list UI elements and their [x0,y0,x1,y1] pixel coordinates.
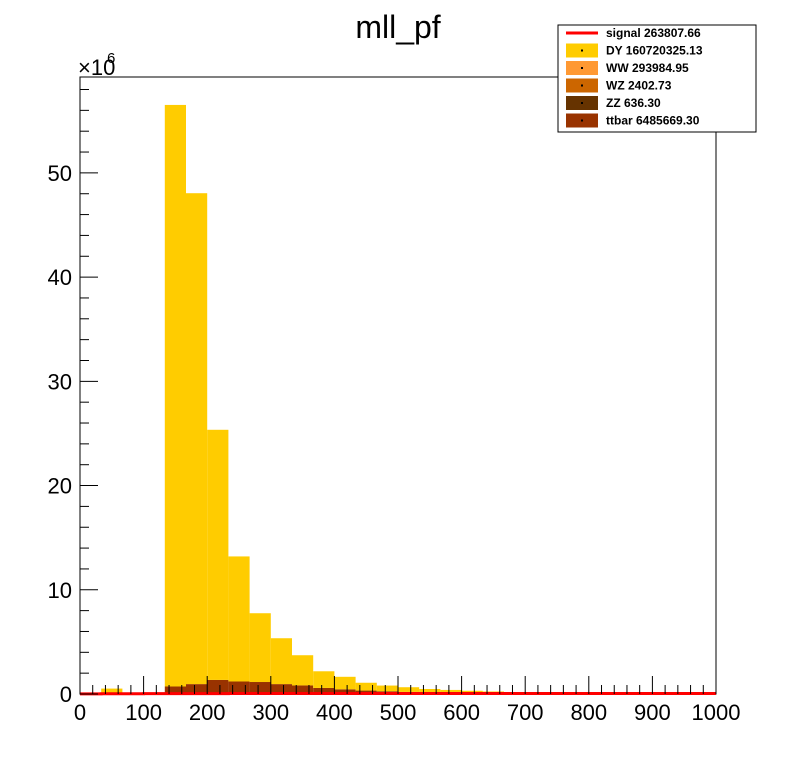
bar-dy-18 [461,690,483,694]
legend-marker-dot [581,84,583,87]
bar-ttbar-12 [334,689,356,694]
bar-ttbar-11 [313,687,335,694]
y-axis: 0 10 20 30 40 50 [48,89,98,707]
legend-marker-dot [581,67,583,69]
bar-ttbar-10 [291,685,314,694]
x-tick-label: 500 [380,700,417,725]
bar-dy-7 [228,556,250,682]
y-tick-label: 0 [60,682,72,707]
legend-label: ZZ 636.30 [606,96,661,110]
legend-marker-dot [581,119,583,122]
legend-label: ttbar 6485669.30 [606,114,700,128]
bar-dy-12 [334,676,356,690]
x-tick-label: 100 [125,700,162,725]
legend-entries: signal 263807.66 DY 160720325.13 WW 293984… [566,26,703,128]
legend-label: WZ 2402.73 [606,79,672,93]
legend-label: signal 263807.66 [606,26,701,40]
y-tick-label: 10 [48,578,72,603]
bar-ttbar-9 [270,684,292,694]
y-tick-label: 30 [48,369,72,394]
legend-label: WW 293984.95 [606,61,689,75]
x-tick-label: 900 [634,700,671,725]
bar-dy-8 [249,613,271,683]
bar-dy-1 [101,688,123,694]
y-tick-label: 40 [48,265,72,290]
bar-ttbar-5 [185,684,208,694]
bar-dy-6 [207,429,229,680]
bar-dy-15 [397,687,420,692]
bar-ttbar-6 [207,679,229,694]
bar-dy-11 [313,671,335,688]
bar-ttbar-7 [228,681,250,694]
y-tick-label: 50 [48,161,72,186]
bar-dy-10 [291,655,314,686]
x-tick-label: 0 [74,700,86,725]
bar-dy-16 [419,688,441,693]
bar-ttbar-4 [164,686,186,694]
y-tick-label: 20 [48,474,72,499]
legend-marker-dot [581,49,583,52]
legend-label: DY 160720325.13 [606,44,703,58]
x-tick-label: 300 [252,700,289,725]
bar-dy-13 [355,682,377,691]
x-tick-label: 200 [189,700,226,725]
bar-dy-5 [185,193,208,685]
x-axis: 0 100 200 300 400 500 600 700 800 900 1000 [74,676,741,725]
x-tick-label: 600 [443,700,480,725]
chart-title: mll_pf [355,9,440,45]
bar-dy-14 [376,685,398,692]
x-tick-label: 700 [507,700,544,725]
bar-dy-17 [440,689,462,693]
legend-marker-dot [581,102,583,104]
y-exponent-power: 6 [107,50,115,67]
y-exponent-label: ×10 [78,55,115,80]
bar-ttbar-8 [249,682,271,694]
x-tick-label: 800 [570,700,607,725]
bar-dy-9 [270,638,292,685]
bar-dy-4 [164,104,186,687]
legend: signal 263807.66 DY 160720325.13 WW 293984… [557,24,757,133]
bars-layer [80,104,716,694]
x-tick-label: 400 [316,700,353,725]
x-tick-label: 1000 [692,700,741,725]
